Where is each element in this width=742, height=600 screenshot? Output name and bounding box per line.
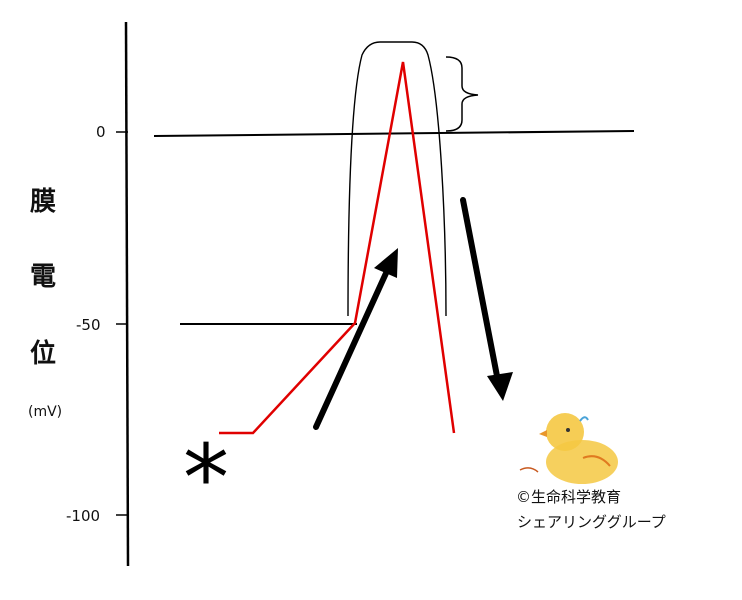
repolarization-arrow-head: [487, 372, 513, 401]
credit-line-1: ©生命科学教育: [516, 488, 621, 506]
depolarization-arrow-shaft: [313, 268, 390, 430]
tick-label-minus100: -100: [66, 507, 100, 525]
axis-label-char-2: 電: [30, 262, 56, 292]
depolarization-arrow-head: [374, 248, 398, 278]
axis-label-char-1: 膜: [30, 187, 56, 217]
envelope-outline: [347, 41, 447, 317]
tick-label-minus50: -50: [76, 316, 101, 334]
unit-label: (mV): [28, 404, 62, 420]
tick-label-0: 0: [96, 123, 106, 141]
action-potential-trace: [219, 61, 456, 435]
zero-line: [153, 130, 635, 137]
chick-logo: [519, 413, 618, 484]
overshoot-brace: [445, 56, 479, 132]
credit-line-2: シェアリンググループ: [517, 513, 666, 531]
repolarization-arrow-shaft: [460, 197, 500, 379]
asterisk-marker: *: [183, 425, 229, 532]
axis-label-char-3: 位: [30, 338, 56, 369]
y-axis: [124, 21, 130, 567]
